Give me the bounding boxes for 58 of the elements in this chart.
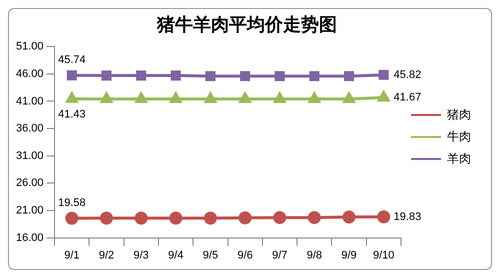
x-tick-label: 9/10 [372,249,394,262]
point [169,212,182,225]
y-tick-label: 46.00 [16,68,44,80]
point [274,92,286,104]
data-label: 41.67 [394,92,422,104]
x-tick-label: 9/7 [272,249,288,262]
legend-label: 牛肉 [447,129,471,144]
point [204,92,216,104]
point [273,211,286,224]
data-label: 45.74 [58,54,86,66]
point [344,71,354,82]
x-tick-label: 9/6 [237,249,253,262]
point [205,71,216,82]
y-tick-label: 51.00 [16,40,44,53]
point [309,71,320,82]
x-tick-label: 9/3 [133,249,149,262]
y-tick-label: 36.00 [16,122,44,135]
chart-title: 猪牛羊肉平均价走势图 [156,14,337,36]
legend-label: 羊肉 [447,151,471,166]
y-tick-label: 21.00 [16,204,44,217]
point [66,70,77,80]
data-label: 19.83 [394,210,422,223]
point [342,210,356,224]
y-tick-label: 31.00 [16,150,44,162]
point [204,212,217,225]
x-tick-label: 9/2 [98,249,114,262]
point [66,92,78,103]
x-tick-label: 9/4 [168,249,184,262]
point [134,212,148,225]
point [274,71,285,82]
x-tick-label: 9/9 [341,249,357,262]
point [308,211,321,224]
point [239,92,251,104]
point [343,92,355,104]
y-tick-label: 26.00 [16,177,44,190]
point [377,210,390,224]
legend-label: 猪肉 [447,107,471,122]
point [378,91,390,102]
point [240,71,250,82]
y-tick-label: 16.00 [16,232,44,244]
x-tick-label: 9/1 [64,249,80,262]
data-label: 19.58 [58,196,86,209]
point [170,70,181,81]
data-label: 45.82 [394,68,422,81]
x-tick-label: 9/8 [306,249,322,262]
point [378,70,389,80]
point [136,70,146,81]
point [135,92,147,104]
point [101,70,112,81]
data-label: 41.43 [58,108,86,120]
point [308,92,320,104]
y-tick-label: 41.00 [16,95,44,108]
point [65,212,78,225]
point [238,211,252,224]
point [100,92,112,104]
point [170,92,182,104]
point [100,212,113,225]
x-tick-label: 9/5 [202,249,218,262]
